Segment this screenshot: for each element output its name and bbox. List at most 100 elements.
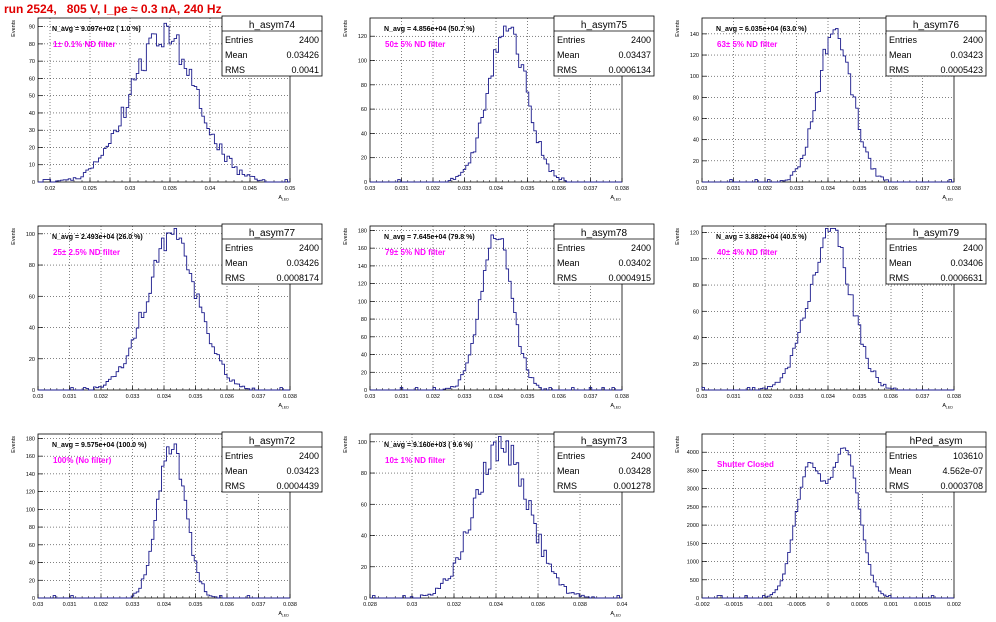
stats-label: RMS bbox=[225, 481, 245, 491]
y-tick-label: 40 bbox=[693, 138, 699, 144]
x-tick-label: 0.032 bbox=[447, 602, 461, 608]
histogram-panel-h_asym75: 0.03 0.031 0.032 0.033 0.034 0.035 0.036 0.037 0… bbox=[343, 15, 655, 202]
y-tick-label: 100 bbox=[690, 74, 699, 80]
histogram-panel-h_asym76: 0.03 0.031 0.032 0.033 0.034 0.035 0.036 0.037 0… bbox=[675, 15, 987, 202]
stats-label: RMS bbox=[557, 481, 577, 491]
stats-box bbox=[885, 431, 987, 493]
stats-value: 0.03426 bbox=[286, 258, 319, 268]
stats-value: 2400 bbox=[299, 243, 319, 253]
x-tick-label: 0.033 bbox=[126, 394, 140, 400]
navg-label: N_avg = 7.645e+04 (79.8 %) bbox=[384, 234, 475, 241]
stats-value: 0.03423 bbox=[950, 50, 983, 60]
y-axis-label: Events bbox=[343, 20, 349, 37]
y-tick-label: 0 bbox=[696, 388, 699, 394]
y-tick-label: 140 bbox=[690, 32, 699, 38]
x-axis-label-sub: LED bbox=[946, 406, 954, 410]
y-tick-label: 70 bbox=[29, 59, 35, 65]
x-tick-label: 0.034 bbox=[489, 394, 503, 400]
y-tick-label: 160 bbox=[358, 246, 367, 252]
y-tick-label: 20 bbox=[29, 578, 35, 584]
stats-value: 0.03402 bbox=[618, 258, 651, 268]
histogram-panel-hPed_asym: -0.002 -0.0015 -0.001 -0.0005 0 0.0005 0.001 0.… bbox=[675, 431, 987, 608]
y-tick-label: 20 bbox=[361, 370, 367, 376]
y-tick-label: 50 bbox=[29, 94, 35, 100]
y-tick-label: 100 bbox=[690, 257, 699, 263]
stats-label: Mean bbox=[225, 466, 248, 476]
y-tick-label: 100 bbox=[26, 507, 35, 513]
filter-annotation: 40± 4% ND filter bbox=[717, 248, 777, 257]
y-tick-label: 60 bbox=[361, 107, 367, 113]
y-tick-label: 60 bbox=[693, 309, 699, 315]
histogram-panel-h_asym74: 0.02 0.025 0.03 0.035 0.04 0.045 0.05 0 10 20 30 40… bbox=[11, 15, 323, 202]
x-tick-label: 0.031 bbox=[63, 394, 77, 400]
stats-label: RMS bbox=[225, 273, 245, 283]
filter-annotation: 1± 0.1% ND filter bbox=[53, 40, 116, 49]
y-tick-label: 40 bbox=[361, 353, 367, 359]
x-tick-label: 0.031 bbox=[63, 602, 77, 608]
stats-label: Mean bbox=[557, 258, 580, 268]
histogram-series bbox=[38, 22, 290, 183]
histogram-panel-h_asym79: 0.03 0.031 0.032 0.033 0.034 0.035 0.036 0.037 0… bbox=[675, 223, 987, 410]
stats-value: 2400 bbox=[963, 243, 983, 253]
x-tick-label: 0.034 bbox=[821, 186, 835, 192]
x-tick-label: 0.03 bbox=[33, 394, 44, 400]
x-tick-label: 0.033 bbox=[790, 186, 804, 192]
x-tick-label: 0.032 bbox=[426, 394, 440, 400]
y-tick-label: 80 bbox=[361, 317, 367, 323]
y-tick-label: 20 bbox=[361, 156, 367, 162]
stats-label: Entries bbox=[889, 451, 918, 461]
filter-annotation: 63± 5% ND filter bbox=[717, 40, 777, 49]
x-tick-label: 0.036 bbox=[220, 602, 234, 608]
histogram-panel-h_asym73: 0.028 0.03 0.032 0.034 0.036 0.038 0.04 0 20 40 60… bbox=[343, 431, 655, 618]
y-tick-label: 40 bbox=[693, 336, 699, 342]
y-tick-label: 500 bbox=[690, 578, 699, 584]
x-axis-label-sub: LED bbox=[282, 198, 290, 202]
y-tick-label: 2500 bbox=[687, 505, 699, 511]
x-axis-label-sub: LED bbox=[946, 198, 954, 202]
x-tick-label: 0.034 bbox=[821, 394, 835, 400]
stats-value: 2400 bbox=[631, 243, 651, 253]
x-tick-label: 0.033 bbox=[458, 394, 472, 400]
filter-annotation: Shutter Closed bbox=[717, 460, 774, 469]
stats-label: Entries bbox=[557, 451, 586, 461]
y-tick-label: 2000 bbox=[687, 523, 699, 529]
x-tick-label: 0.032 bbox=[758, 394, 772, 400]
y-tick-label: 0 bbox=[696, 596, 699, 602]
y-tick-label: 120 bbox=[690, 53, 699, 59]
x-tick-label: 0.032 bbox=[426, 186, 440, 192]
y-tick-label: 80 bbox=[29, 42, 35, 48]
x-tick-label: 0.035 bbox=[189, 394, 203, 400]
navg-label: N_avg = 2.493e+04 (26.0 %) bbox=[52, 234, 143, 241]
y-tick-label: 60 bbox=[29, 543, 35, 549]
y-tick-label: 20 bbox=[693, 159, 699, 165]
y-tick-label: 40 bbox=[29, 561, 35, 567]
y-tick-label: 0 bbox=[32, 180, 35, 186]
filter-annotation: 50± 5% ND filter bbox=[385, 40, 445, 49]
navg-label: N_avg = 4.856e+04 (50.7 %) bbox=[384, 26, 475, 33]
navg-label: N_avg = 6.035e+04 (63.0 %) bbox=[716, 26, 807, 33]
x-tick-label: 0.036 bbox=[531, 602, 545, 608]
stats-label: Mean bbox=[225, 50, 248, 60]
filter-annotation: 100% (No filter) bbox=[53, 456, 112, 465]
x-tick-label: -0.0005 bbox=[787, 602, 806, 608]
x-axis-label: A bbox=[610, 195, 614, 201]
y-tick-label: 30 bbox=[29, 128, 35, 134]
stats-title: h_asym75 bbox=[581, 20, 628, 31]
y-tick-label: 140 bbox=[358, 264, 367, 270]
histogram-series bbox=[702, 28, 954, 183]
x-tick-label: 0.03 bbox=[697, 394, 708, 400]
x-tick-label: 0.033 bbox=[790, 394, 804, 400]
x-tick-label: 0.02 bbox=[45, 186, 56, 192]
stats-value: 2400 bbox=[963, 35, 983, 45]
stats-title: h_asym79 bbox=[913, 228, 960, 239]
stats-title: h_asym78 bbox=[581, 228, 628, 239]
x-tick-label: 0.0015 bbox=[914, 602, 931, 608]
y-tick-label: 0 bbox=[32, 388, 35, 394]
y-axis-label: Events bbox=[11, 228, 17, 245]
x-axis-label-sub: LED bbox=[282, 614, 290, 618]
stats-label: Entries bbox=[225, 35, 254, 45]
y-tick-label: 60 bbox=[29, 294, 35, 300]
navg-label: N_avg = 9.160e+03 ( 9.6 %) bbox=[384, 442, 473, 449]
x-axis-label-sub: LED bbox=[614, 614, 622, 618]
